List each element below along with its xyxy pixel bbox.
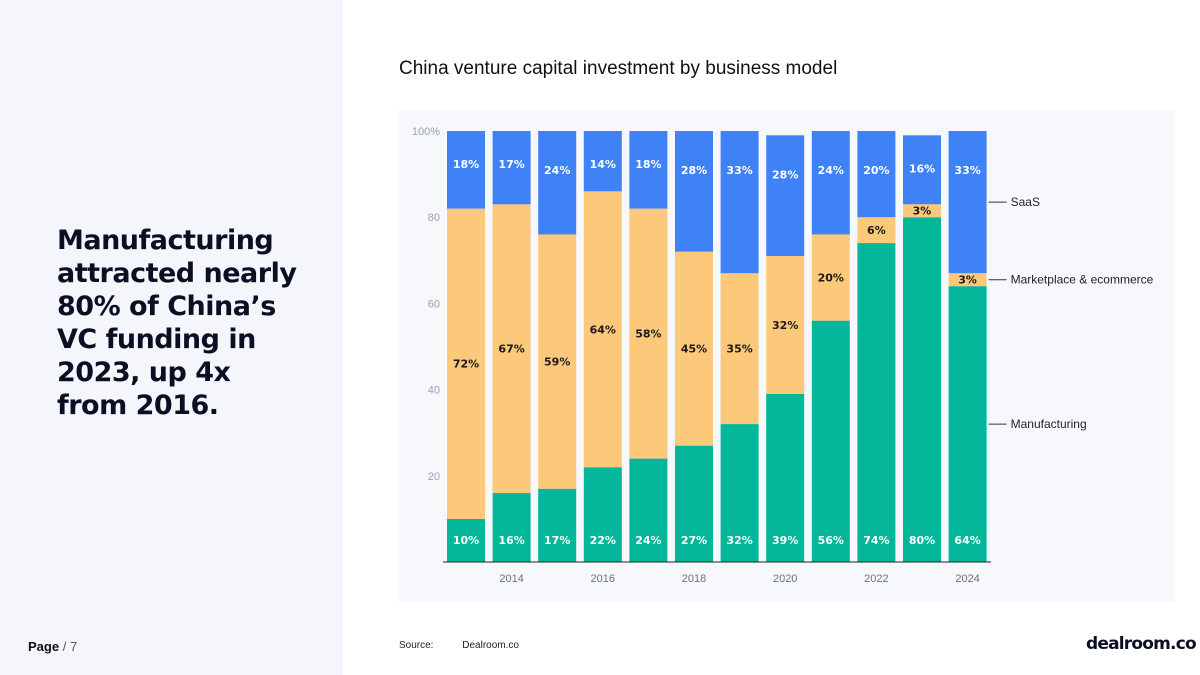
source-label: Source:	[399, 640, 434, 651]
stacked-bar-chart: 20 40 60 80 100% 10% 72% 18% 16% 67% 17% 17% 59% 24% 2…	[399, 110, 1174, 602]
bar-marketplace-2023	[903, 204, 941, 218]
bar-saas-2020	[766, 135, 805, 256]
data-label-saas-2016: 14%	[590, 158, 616, 171]
bar-manufacturing-2023	[903, 217, 941, 562]
page-number: 7	[69, 639, 78, 654]
bar-marketplace-2016	[583, 191, 622, 468]
x-tick-label: 2014	[499, 573, 523, 585]
data-label-saas-2014: 17%	[498, 158, 524, 171]
data-label-manufacturing-2017: 24%	[635, 534, 661, 547]
bar-saas-2022	[857, 131, 896, 218]
data-label-saas-2018: 28%	[681, 164, 707, 177]
bar-manufacturing-2016	[583, 467, 622, 562]
data-label-manufacturing-2018: 27%	[681, 534, 707, 547]
chart-title: China venture capital investment by busi…	[399, 58, 838, 79]
x-tick-label: 2022	[864, 573, 888, 585]
bar-manufacturing-2015	[538, 488, 577, 562]
bar-manufacturing-2013	[447, 518, 485, 562]
bar-saas-2017	[629, 131, 668, 209]
bar-manufacturing-2020	[766, 393, 805, 562]
y-tick-label: 60	[428, 298, 440, 310]
data-label-manufacturing-2021: 56%	[818, 534, 844, 547]
bar-marketplace-2013	[447, 208, 485, 519]
bar-manufacturing-2021	[811, 320, 850, 562]
data-label-marketplace-2024: 3%	[958, 274, 977, 287]
bar-marketplace-2022	[857, 217, 896, 244]
data-label-saas-2024: 33%	[954, 164, 980, 177]
bar-marketplace-2017	[629, 208, 668, 459]
bar-saas-2016	[583, 131, 622, 192]
bar-manufacturing-2014	[492, 493, 531, 562]
bar-saas-2015	[538, 131, 577, 235]
data-label-saas-2013: 18%	[453, 158, 479, 171]
bar-manufacturing-2024	[948, 286, 987, 562]
bar-manufacturing-2018	[675, 445, 713, 562]
page-indicator: Page / 7	[28, 639, 77, 654]
y-tick-label: 100%	[412, 126, 440, 138]
data-label-saas-2019: 33%	[726, 164, 752, 177]
data-label-manufacturing-2024: 64%	[954, 534, 980, 547]
bar-marketplace-2024	[948, 273, 987, 287]
y-tick-label: 20	[428, 471, 440, 483]
data-label-manufacturing-2016: 22%	[590, 534, 616, 547]
bar-saas-2024	[948, 131, 987, 274]
data-label-marketplace-2019: 35%	[726, 343, 752, 356]
data-label-marketplace-2022: 6%	[867, 224, 886, 237]
data-label-manufacturing-2015: 17%	[544, 534, 570, 547]
bar-marketplace-2019	[720, 273, 759, 425]
data-label-marketplace-2023: 3%	[913, 205, 932, 218]
x-tick-label: 2018	[682, 573, 706, 585]
data-label-manufacturing-2013: 10%	[453, 534, 479, 547]
data-label-manufacturing-2020: 39%	[772, 534, 798, 547]
data-label-saas-2015: 24%	[544, 164, 570, 177]
dealroom-logo: dealroom.co	[1086, 634, 1197, 654]
page-label: Page	[28, 639, 60, 654]
bar-manufacturing-2017	[629, 458, 668, 562]
bar-saas-2013	[447, 131, 485, 209]
data-label-marketplace-2017: 58%	[635, 328, 661, 341]
x-tick-label: 2024	[955, 573, 979, 585]
y-tick-label: 80	[428, 212, 440, 224]
data-label-marketplace-2020: 32%	[772, 319, 798, 332]
legend-marketplace: Marketplace & ecommerce	[1011, 273, 1154, 287]
source-value: Dealroom.co	[462, 640, 519, 651]
data-label-saas-2020: 28%	[772, 168, 798, 181]
bar-manufacturing-2019	[720, 424, 759, 562]
data-label-saas-2017: 18%	[635, 158, 661, 171]
bar-marketplace-2015	[538, 234, 577, 489]
bar-marketplace-2021	[811, 234, 850, 321]
data-label-marketplace-2016: 64%	[590, 323, 616, 336]
data-label-manufacturing-2022: 74%	[863, 534, 889, 547]
bar-marketplace-2018	[675, 251, 713, 446]
bar-manufacturing-2022	[857, 243, 896, 562]
y-tick-label: 40	[428, 385, 440, 397]
data-label-marketplace-2015: 59%	[544, 356, 570, 369]
data-label-manufacturing-2019: 32%	[726, 534, 752, 547]
left-panel	[0, 0, 343, 675]
data-label-saas-2023: 16%	[909, 162, 935, 175]
bar-saas-2014	[492, 131, 531, 205]
bar-saas-2018	[675, 131, 713, 252]
data-label-saas-2021: 24%	[818, 164, 844, 177]
headline: Manufacturing attracted nearly 80% of Ch…	[57, 225, 297, 421]
data-label-marketplace-2018: 45%	[681, 343, 707, 356]
x-tick-label: 2020	[773, 573, 797, 585]
data-label-saas-2022: 20%	[863, 164, 889, 177]
data-label-marketplace-2014: 67%	[498, 343, 524, 356]
data-label-manufacturing-2023: 80%	[909, 534, 935, 547]
bar-marketplace-2020	[766, 255, 805, 394]
bar-saas-2019	[720, 131, 759, 274]
x-tick-label: 2016	[591, 573, 615, 585]
legend-saas: SaaS	[1011, 195, 1040, 209]
bar-saas-2021	[811, 131, 850, 235]
data-label-marketplace-2013: 72%	[453, 358, 479, 371]
page-separator: /	[62, 639, 67, 654]
bar-marketplace-2014	[492, 204, 531, 494]
source-note: Source: Dealroom.co	[399, 640, 519, 651]
data-label-manufacturing-2014: 16%	[498, 534, 524, 547]
legend-manufacturing: Manufacturing	[1011, 417, 1087, 431]
bar-saas-2023	[903, 135, 941, 205]
data-label-marketplace-2021: 20%	[818, 272, 844, 285]
